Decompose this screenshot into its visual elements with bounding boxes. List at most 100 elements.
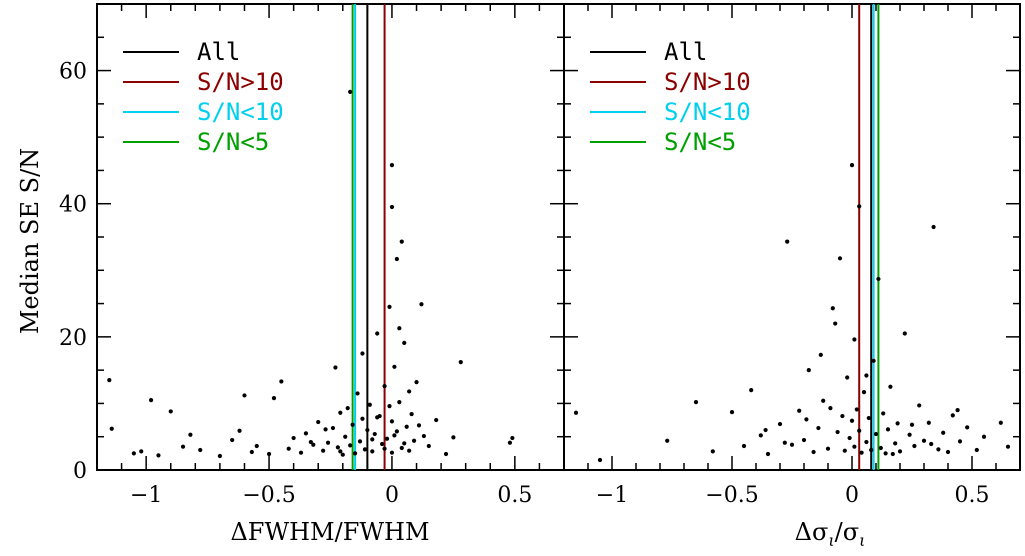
data-point (325, 440, 331, 445)
data-point (458, 360, 463, 365)
left-x-ticks: −1 −0.5 0 0.5 (96, 4, 565, 508)
right-vertical-lines (858, 4, 880, 470)
data-point (303, 431, 309, 436)
data-point (909, 422, 915, 427)
data-point (869, 447, 874, 453)
data-point (842, 448, 847, 453)
data-point (818, 352, 823, 357)
data-point (833, 321, 838, 326)
data-point (384, 436, 390, 441)
data-point (861, 390, 867, 395)
data-point (854, 407, 859, 412)
data-point (806, 368, 811, 373)
data-point (912, 443, 917, 449)
data-point (298, 450, 304, 455)
data-point (323, 427, 328, 432)
data-point (107, 378, 112, 383)
y-tick-label: 0 (73, 459, 87, 484)
data-point (360, 416, 365, 421)
data-point (929, 441, 934, 447)
data-point (1005, 444, 1011, 449)
data-point (389, 450, 395, 455)
data-point (573, 410, 579, 415)
data-point (729, 409, 735, 415)
data-point (981, 434, 987, 439)
data-point (414, 380, 419, 385)
data-point (387, 403, 392, 409)
y-tick-label: 40 (59, 193, 87, 218)
data-point (710, 449, 715, 454)
data-point (507, 440, 513, 445)
data-point (998, 420, 1003, 425)
data-point (758, 433, 763, 438)
data-point (857, 204, 862, 209)
data-point (242, 393, 247, 398)
data-point (941, 430, 946, 435)
data-point (974, 447, 979, 453)
data-point (370, 437, 375, 442)
data-point (399, 445, 404, 451)
data-point (362, 447, 368, 452)
data-point (198, 447, 203, 453)
data-point (837, 256, 843, 261)
y-axis-label: Median SE S/N (16, 148, 44, 334)
data-point (279, 379, 284, 384)
data-point (180, 444, 186, 449)
data-point (335, 445, 340, 450)
data-point (765, 451, 771, 457)
data-point (380, 441, 385, 447)
x-tick-label: 0 (845, 483, 859, 508)
data-point (416, 423, 422, 428)
data-point (665, 438, 670, 443)
data-point (864, 439, 869, 445)
data-point (271, 396, 277, 401)
data-point (921, 438, 927, 443)
data-point (816, 425, 821, 431)
data-point (389, 419, 395, 424)
data-point (885, 427, 891, 432)
data-point (375, 415, 380, 420)
data-point (811, 449, 816, 455)
data-point (835, 429, 840, 435)
data-point (864, 373, 869, 378)
data-point (828, 405, 833, 411)
data-point (365, 427, 370, 433)
legend-label: S/N<5 (197, 128, 269, 156)
data-point (871, 358, 876, 363)
data-point (357, 439, 363, 444)
data-point (907, 432, 912, 437)
data-point (421, 433, 426, 439)
data-point (407, 448, 412, 453)
data-point (965, 425, 970, 430)
data-point (434, 417, 439, 423)
y-tick-label: 60 (59, 60, 87, 85)
data-point (168, 409, 173, 414)
data-point (148, 398, 154, 403)
data-point (797, 408, 802, 413)
data-point (404, 424, 409, 429)
data-point (321, 448, 326, 453)
data-point (849, 163, 855, 168)
data-point (382, 446, 387, 451)
left-panel-frame (96, 3, 565, 471)
data-point (693, 399, 699, 405)
data-point (387, 304, 392, 309)
data-point (370, 449, 375, 454)
data-point (881, 411, 886, 416)
right-y-ticks (564, 3, 1020, 471)
data-point (917, 403, 922, 408)
data-point (372, 431, 377, 437)
data-point (389, 204, 395, 210)
data-point (394, 256, 399, 262)
data-point (411, 438, 417, 443)
data-point (237, 428, 242, 433)
data-point (254, 443, 259, 449)
data-point (188, 432, 193, 437)
data-point (936, 447, 941, 452)
data-point (926, 420, 931, 425)
data-point (409, 411, 414, 417)
data-point (878, 445, 883, 451)
legend-label: All (664, 38, 707, 66)
data-point (345, 405, 350, 411)
data-point (950, 413, 955, 418)
